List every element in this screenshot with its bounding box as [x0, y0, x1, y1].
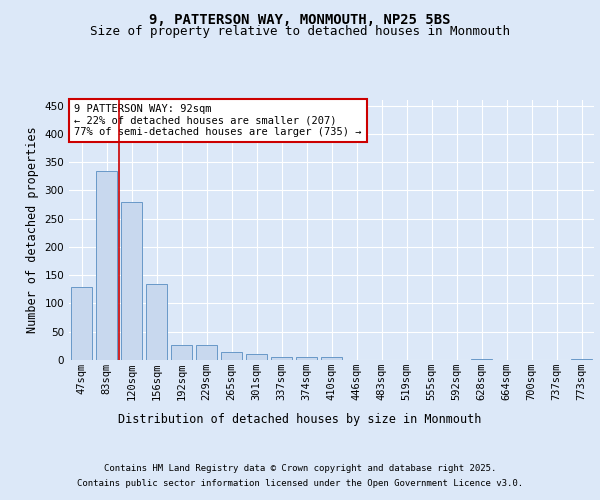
Bar: [171, 344, 192, 360]
Bar: [296, 356, 317, 360]
Bar: [471, 359, 492, 360]
Bar: [246, 354, 267, 360]
Text: 9, PATTERSON WAY, MONMOUTH, NP25 5BS: 9, PATTERSON WAY, MONMOUTH, NP25 5BS: [149, 12, 451, 26]
Bar: [571, 359, 592, 360]
Bar: [71, 286, 92, 360]
Bar: [96, 170, 117, 360]
Text: Contains HM Land Registry data © Crown copyright and database right 2025.: Contains HM Land Registry data © Crown c…: [104, 464, 496, 473]
Bar: [121, 202, 142, 360]
Text: 9 PATTERSON WAY: 92sqm
← 22% of detached houses are smaller (207)
77% of semi-de: 9 PATTERSON WAY: 92sqm ← 22% of detached…: [74, 104, 362, 137]
Bar: [221, 352, 242, 360]
Bar: [321, 357, 342, 360]
Y-axis label: Number of detached properties: Number of detached properties: [26, 126, 39, 334]
Bar: [146, 284, 167, 360]
Text: Size of property relative to detached houses in Monmouth: Size of property relative to detached ho…: [90, 25, 510, 38]
Bar: [196, 344, 217, 360]
Text: Contains public sector information licensed under the Open Government Licence v3: Contains public sector information licen…: [77, 479, 523, 488]
Bar: [271, 356, 292, 360]
Text: Distribution of detached houses by size in Monmouth: Distribution of detached houses by size …: [118, 412, 482, 426]
